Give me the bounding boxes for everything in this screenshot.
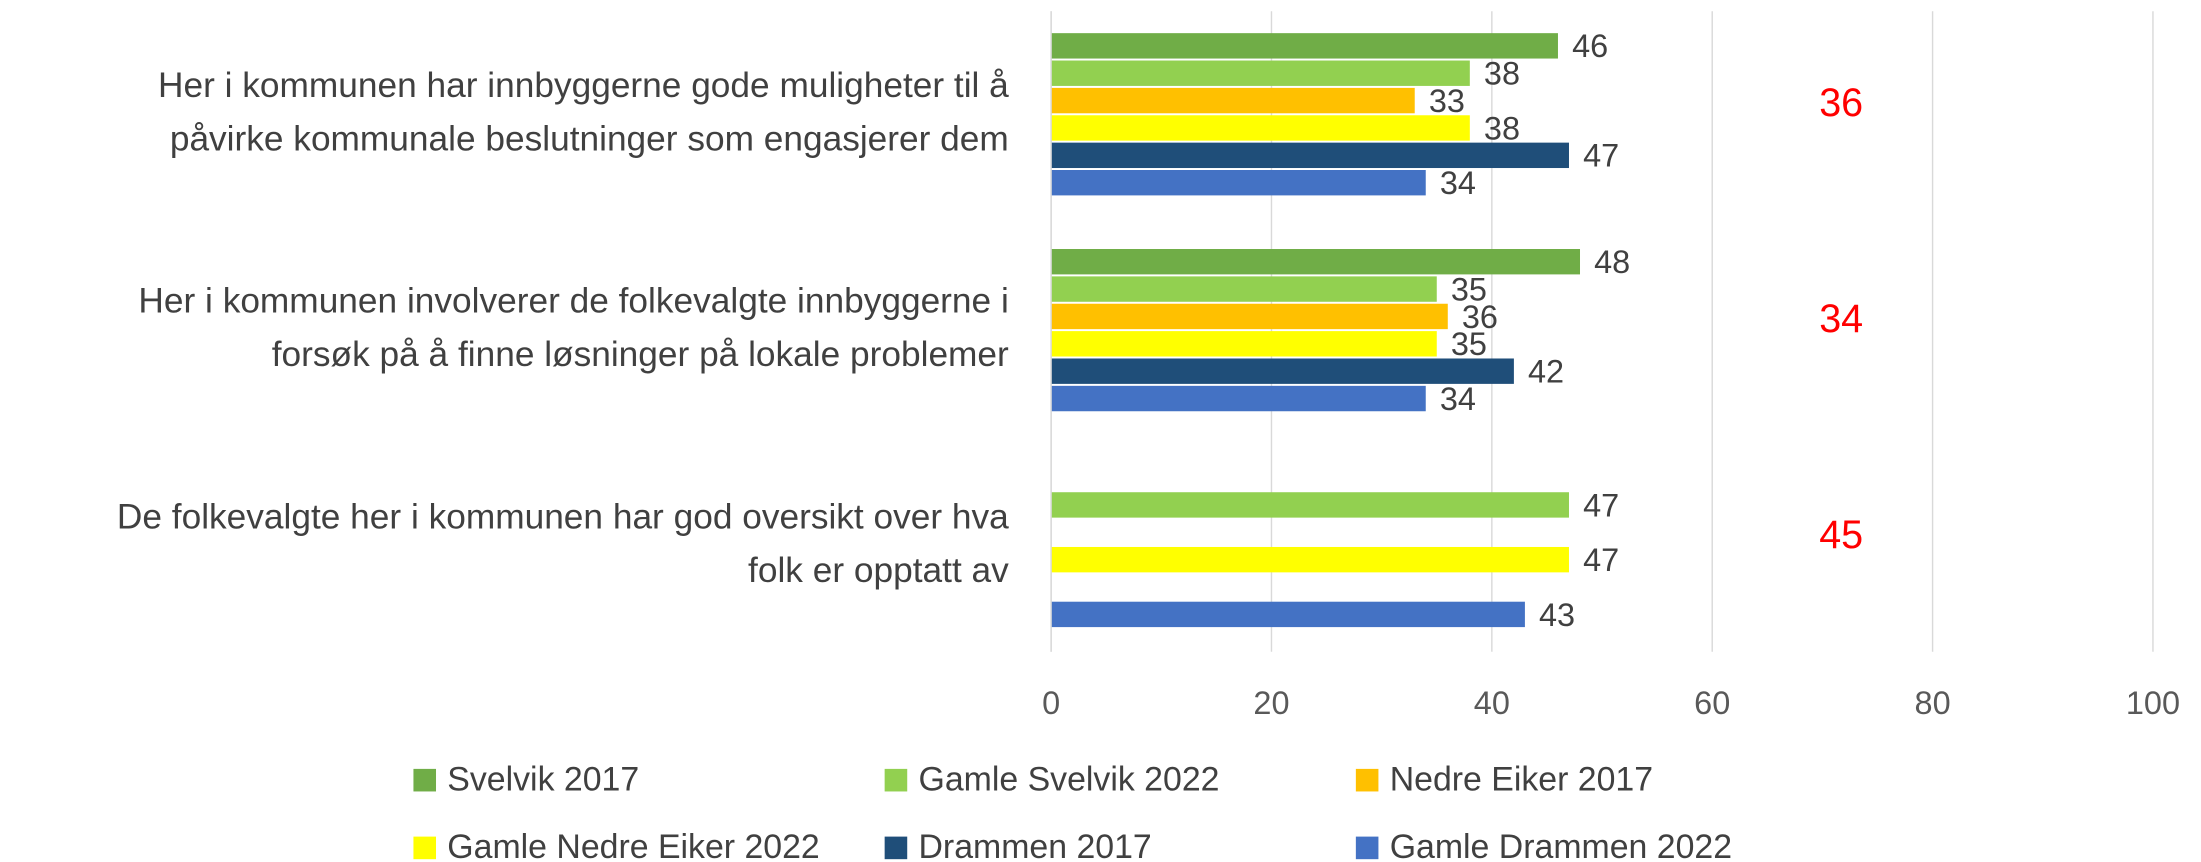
legend-swatch <box>413 836 437 860</box>
bar <box>1051 170 1426 196</box>
legend-swatch <box>884 768 908 792</box>
category-label: forsøk på å finne løsninger på lokale pr… <box>272 335 1009 374</box>
legend-label: Svelvik 2017 <box>447 761 639 799</box>
value-label: 47 <box>1583 542 1619 578</box>
annotation: 45 <box>1819 513 1863 557</box>
x-tick-label: 60 <box>1694 685 1730 721</box>
bar <box>1051 358 1514 384</box>
value-label: 34 <box>1440 165 1476 201</box>
x-tick-label: 100 <box>2126 685 2180 721</box>
category-label: påvirke kommunale beslutninger som engas… <box>170 119 1009 158</box>
bar <box>1051 115 1470 141</box>
legend-label: Gamle Nedre Eiker 2022 <box>447 828 819 862</box>
value-label: 34 <box>1440 381 1476 417</box>
value-label: 46 <box>1572 28 1608 64</box>
x-tick-label: 0 <box>1042 685 1060 721</box>
bar <box>1051 601 1525 628</box>
legend-label: Gamle Svelvik 2022 <box>919 761 1220 799</box>
bar <box>1051 60 1470 86</box>
value-label: 36 <box>1462 299 1498 335</box>
value-label: 47 <box>1583 138 1619 174</box>
x-tick-label: 40 <box>1474 685 1510 721</box>
category-label: Her i kommunen involverer de folkevalgte… <box>138 282 1008 321</box>
value-label: 33 <box>1429 83 1465 119</box>
bar <box>1051 276 1437 302</box>
bar <box>1051 142 1569 169</box>
value-label: 38 <box>1484 56 1520 92</box>
bar <box>1051 249 1581 275</box>
bar <box>1051 303 1448 330</box>
value-label: 38 <box>1484 110 1520 146</box>
legend-swatch <box>1355 768 1379 792</box>
bar <box>1051 492 1569 518</box>
legend-label: Drammen 2017 <box>919 828 1152 862</box>
x-tick-label: 20 <box>1253 685 1289 721</box>
legend-label: Nedre Eiker 2017 <box>1390 761 1653 799</box>
value-label: 43 <box>1539 597 1575 633</box>
legend-swatch <box>413 768 437 792</box>
x-tick-label: 80 <box>1915 685 1951 721</box>
legend-swatch <box>884 836 908 860</box>
bar <box>1051 87 1415 114</box>
value-label: 48 <box>1594 244 1630 280</box>
value-label: 42 <box>1528 354 1564 390</box>
bar <box>1051 331 1437 357</box>
bar <box>1051 33 1558 59</box>
annotation: 36 <box>1819 81 1863 125</box>
value-label: 47 <box>1583 487 1619 523</box>
category-label: Her i kommunen har innbyggerne gode muli… <box>158 66 1009 105</box>
value-label: 35 <box>1451 271 1487 307</box>
value-label: 35 <box>1451 326 1487 362</box>
annotation: 34 <box>1819 297 1863 341</box>
bar <box>1051 546 1569 573</box>
category-label: De folkevalgte her i kommunen har god ov… <box>117 497 1009 536</box>
legend-label: Gamle Drammen 2022 <box>1390 828 1732 862</box>
bar <box>1051 385 1426 412</box>
legend-swatch <box>1355 836 1379 860</box>
category-label: folk er opptatt av <box>748 551 1009 590</box>
